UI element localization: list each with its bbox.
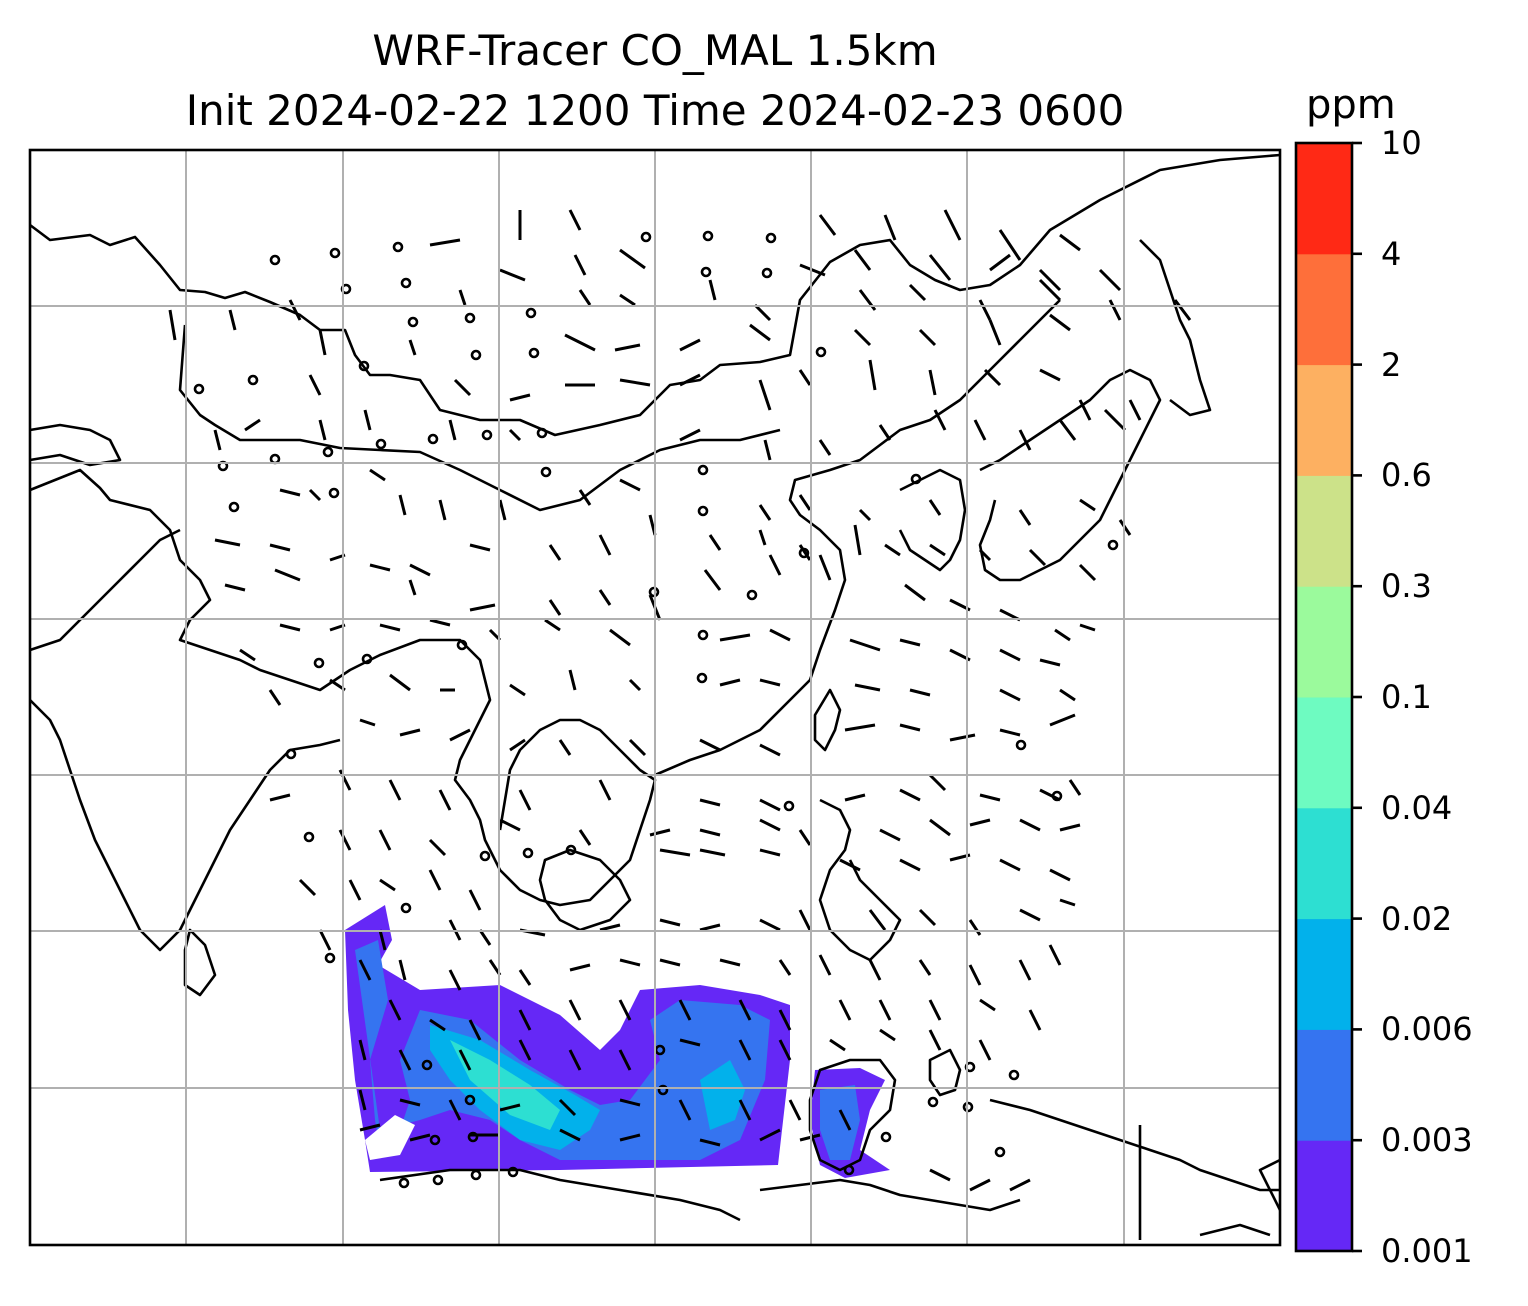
colorbar-tick-label: 0.02	[1381, 899, 1453, 938]
colorbar	[1294, 141, 1362, 1253]
colorbar-tick-label: 0.1	[1381, 678, 1432, 716]
colorbar-tick-label: 0.04	[1381, 788, 1453, 827]
colorbar-segment	[1296, 1140, 1352, 1252]
colorbar-tick-label: 0.6	[1381, 456, 1432, 495]
chart-title-line2: Init 2024-02-22 1200 Time 2024-02-23 060…	[185, 86, 1125, 135]
colorbar-segment	[1296, 253, 1352, 366]
calm-wind-markers	[193, 230, 1119, 1189]
colorbar-segment	[1296, 807, 1352, 920]
colorbar-tick-label: 0.003	[1381, 1121, 1473, 1160]
colorbar-unit-label: ppm	[1306, 82, 1396, 128]
colorbar-tick-label: 2	[1381, 345, 1402, 384]
colorbar-tick-label: 4	[1381, 234, 1402, 273]
tracer-plume	[345, 905, 890, 1178]
wind-barbs	[168, 209, 1192, 1192]
colorbar-segment	[1296, 697, 1352, 809]
colorbar-segment	[1296, 918, 1352, 1030]
chart-title-line1: WRF-Tracer CO_MAL 1.5km	[372, 26, 938, 75]
coastlines	[29, 153, 1282, 1240]
map-frame	[28, 148, 1282, 1247]
colorbar-segment	[1296, 475, 1352, 587]
colorbar-segment	[1296, 364, 1352, 476]
gridlines	[30, 150, 1280, 1245]
colorbar-segment	[1296, 586, 1352, 698]
colorbar-segment	[1296, 1029, 1352, 1141]
colorbar-tick-label: 0.006	[1381, 1010, 1473, 1049]
colorbar-tick-label: 0.3	[1381, 567, 1432, 606]
colorbar-segment	[1296, 143, 1352, 255]
colorbar-tick-label: 10	[1381, 124, 1422, 162]
colorbar-tick-label: 0.001	[1381, 1232, 1473, 1270]
